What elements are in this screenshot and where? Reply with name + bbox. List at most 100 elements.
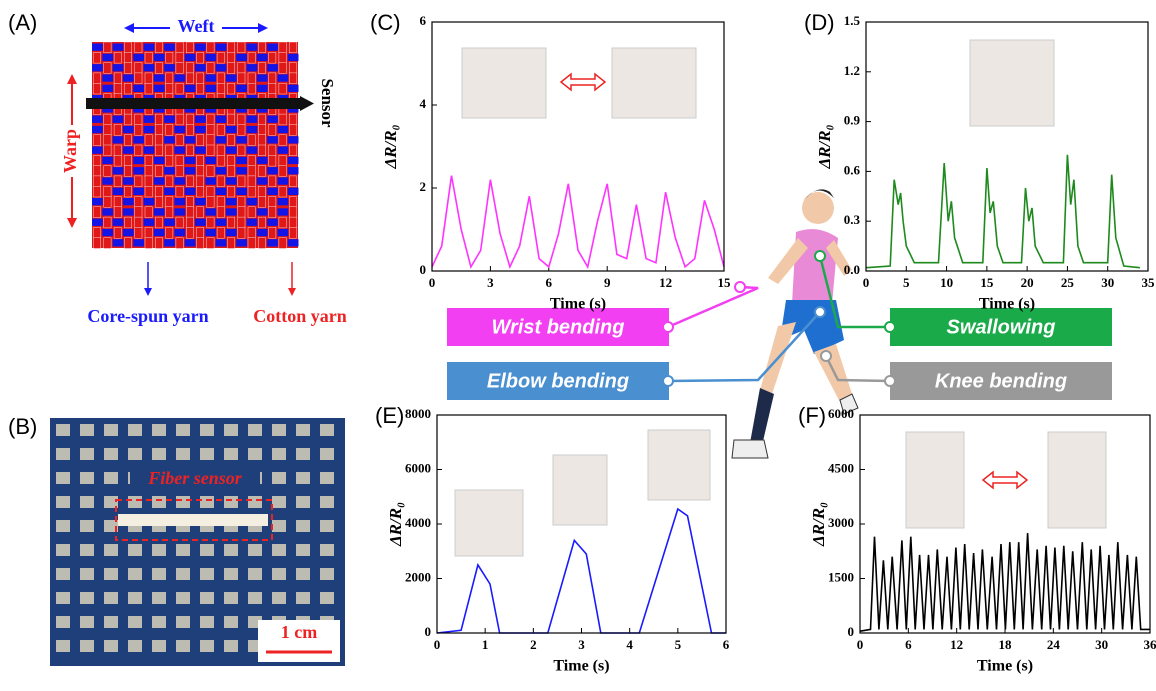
weft-yarn bbox=[267, 188, 278, 195]
weft-yarn bbox=[195, 126, 206, 133]
weft-yarn bbox=[154, 74, 165, 81]
warp-yarn bbox=[166, 124, 173, 135]
weft-yarn bbox=[288, 167, 299, 174]
warp-yarn bbox=[114, 197, 121, 208]
fabric-cell bbox=[56, 424, 70, 436]
fabric-cell bbox=[320, 520, 334, 532]
fabric-cell bbox=[224, 544, 238, 556]
fabric-cell bbox=[56, 616, 70, 628]
y-tick-label: 6000 bbox=[405, 460, 431, 475]
warp-yarn bbox=[145, 52, 152, 63]
weft-yarn bbox=[236, 167, 247, 174]
warp-yarn bbox=[227, 52, 234, 63]
weft-yarn bbox=[226, 147, 237, 154]
warp-yarn bbox=[269, 227, 276, 238]
warp-yarn bbox=[124, 238, 131, 249]
warp-yarn bbox=[145, 155, 152, 166]
warp-yarn bbox=[94, 186, 101, 197]
weft-yarn bbox=[205, 208, 216, 215]
weft-yarn bbox=[288, 239, 299, 246]
fabric-cell bbox=[272, 424, 286, 436]
weft-yarn bbox=[236, 85, 247, 92]
warp-yarn bbox=[135, 124, 142, 135]
warp-yarn bbox=[269, 83, 276, 94]
x-tick-label: 35 bbox=[1142, 275, 1156, 290]
weft-yarn bbox=[257, 74, 268, 81]
weft-yarn bbox=[267, 136, 278, 143]
weft-yarn bbox=[164, 167, 175, 174]
panel-label: (E) bbox=[375, 403, 404, 428]
warp-yarn bbox=[207, 197, 214, 208]
fabric-cell bbox=[272, 544, 286, 556]
warp-yarn bbox=[186, 42, 193, 53]
fabric-cell bbox=[128, 592, 142, 604]
warp-yarn bbox=[186, 145, 193, 156]
weft-yarn bbox=[92, 44, 103, 51]
weft-yarn bbox=[236, 157, 247, 164]
figure: (A) Weft Warp Sensor Core-spun yarn Cott… bbox=[0, 0, 1156, 691]
fabric-cell bbox=[152, 616, 166, 628]
warp-yarn bbox=[155, 145, 162, 156]
warp-yarn bbox=[176, 63, 183, 74]
fabric-cell bbox=[296, 496, 310, 508]
y-tick-label: 0 bbox=[420, 262, 427, 277]
warp-yarn bbox=[166, 52, 173, 63]
warp-yarn bbox=[269, 73, 276, 84]
fabric-cell bbox=[80, 520, 94, 532]
warp-yarn bbox=[94, 73, 101, 84]
weft-yarn bbox=[277, 198, 288, 205]
y-axis-label: ΔR/R₀ bbox=[809, 502, 828, 547]
warp-yarn bbox=[238, 176, 245, 187]
warp-yarn bbox=[289, 73, 296, 84]
x-tick-label: 0 bbox=[429, 275, 436, 290]
y-tick-label: 6000 bbox=[828, 406, 854, 421]
warp-yarn bbox=[217, 73, 224, 84]
warp-yarn bbox=[145, 186, 152, 197]
warp-yarn bbox=[227, 114, 234, 125]
fabric-cell bbox=[248, 448, 262, 460]
warp-yarn bbox=[166, 73, 173, 84]
warp-yarn bbox=[217, 207, 224, 218]
weft-yarn bbox=[174, 208, 185, 215]
weft-yarn bbox=[195, 44, 206, 51]
warp-yarn bbox=[166, 83, 173, 94]
weft-yarn bbox=[226, 177, 237, 184]
warp-yarn bbox=[207, 145, 214, 156]
fabric-cell bbox=[152, 424, 166, 436]
warp-yarn bbox=[104, 135, 111, 146]
warp-yarn bbox=[289, 124, 296, 135]
y-axis-label: ΔR/R₀ bbox=[381, 124, 400, 169]
x-tick-label: 0 bbox=[863, 275, 870, 290]
weft-yarn bbox=[236, 136, 247, 143]
connector-dot bbox=[663, 376, 673, 386]
warp-yarn bbox=[186, 73, 193, 84]
warp-yarn bbox=[289, 227, 296, 238]
weft-yarn bbox=[205, 54, 216, 61]
y-tick-label: 6 bbox=[420, 13, 427, 28]
warp-yarn bbox=[186, 197, 193, 208]
warp-yarn bbox=[258, 186, 265, 197]
warp-label: Warp bbox=[60, 129, 80, 173]
fabric-cell bbox=[56, 520, 70, 532]
warp-yarn bbox=[248, 52, 255, 63]
weft-yarn bbox=[267, 44, 278, 51]
fabric-cell bbox=[248, 496, 262, 508]
weft-yarn bbox=[164, 188, 175, 195]
fabric-cell bbox=[176, 592, 190, 604]
warp-yarn bbox=[258, 135, 265, 146]
weft-yarn bbox=[205, 177, 216, 184]
fabric-cell bbox=[320, 448, 334, 460]
y-axis-label: ΔR/R₀ bbox=[386, 502, 405, 547]
core-spun-label: Core-spun yarn bbox=[87, 306, 208, 326]
weft-yarn bbox=[154, 208, 165, 215]
fabric-cell bbox=[80, 568, 94, 580]
weft-yarn bbox=[113, 167, 124, 174]
warp-yarn bbox=[217, 145, 224, 156]
fabric-cell bbox=[320, 568, 334, 580]
fabric-cell bbox=[320, 544, 334, 556]
warp-yarn bbox=[145, 227, 152, 238]
warp-yarn bbox=[176, 238, 183, 249]
weft-yarn bbox=[226, 126, 237, 133]
warp-yarn bbox=[258, 217, 265, 228]
weft-yarn bbox=[144, 44, 155, 51]
